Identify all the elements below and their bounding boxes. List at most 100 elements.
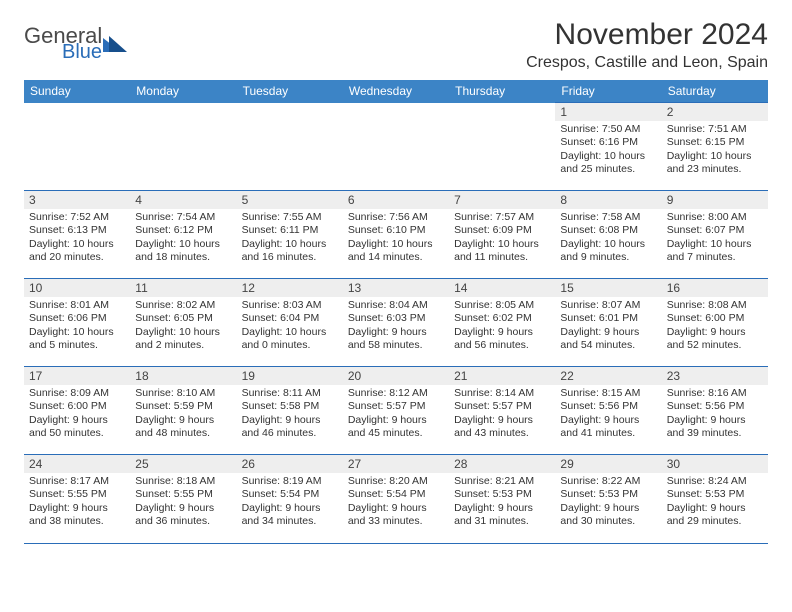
daylight-line: Daylight: 10 hours and 16 minutes. [242, 238, 338, 265]
day-number: 20 [343, 367, 449, 385]
day-info: Sunrise: 8:21 AMSunset: 5:53 PMDaylight:… [449, 473, 555, 531]
sunset-line: Sunset: 5:53 PM [667, 488, 763, 501]
weekday-header: Thursday [449, 80, 555, 103]
day-info: Sunrise: 7:57 AMSunset: 6:09 PMDaylight:… [449, 209, 555, 267]
day-info: Sunrise: 8:09 AMSunset: 6:00 PMDaylight:… [24, 385, 130, 443]
day-number: 9 [662, 191, 768, 209]
sunset-line: Sunset: 6:07 PM [667, 224, 763, 237]
day-info: Sunrise: 8:10 AMSunset: 5:59 PMDaylight:… [130, 385, 236, 443]
bottom-rule [24, 543, 768, 544]
calendar-row: 1Sunrise: 7:50 AMSunset: 6:16 PMDaylight… [24, 103, 768, 191]
sunset-line: Sunset: 6:01 PM [560, 312, 656, 325]
day-cell: 20Sunrise: 8:12 AMSunset: 5:57 PMDayligh… [343, 367, 449, 455]
day-number: 17 [24, 367, 130, 385]
daylight-line: Daylight: 9 hours and 46 minutes. [242, 414, 338, 441]
day-info: Sunrise: 7:50 AMSunset: 6:16 PMDaylight:… [555, 121, 661, 179]
day-cell [237, 103, 343, 191]
day-cell: 24Sunrise: 8:17 AMSunset: 5:55 PMDayligh… [24, 455, 130, 543]
day-number: 22 [555, 367, 661, 385]
sunrise-line: Sunrise: 8:02 AM [135, 299, 231, 312]
calendar-page: General Blue November 2024 Crespos, Cast… [0, 0, 792, 556]
day-number: 7 [449, 191, 555, 209]
day-cell: 28Sunrise: 8:21 AMSunset: 5:53 PMDayligh… [449, 455, 555, 543]
daylight-line: Daylight: 9 hours and 30 minutes. [560, 502, 656, 529]
location-label: Crespos, Castille and Leon, Spain [526, 54, 768, 72]
day-number: 5 [237, 191, 343, 209]
sunrise-line: Sunrise: 8:14 AM [454, 387, 550, 400]
sunset-line: Sunset: 5:54 PM [348, 488, 444, 501]
sunrise-line: Sunrise: 7:51 AM [667, 123, 763, 136]
day-number: 1 [555, 103, 661, 121]
daylight-line: Daylight: 9 hours and 29 minutes. [667, 502, 763, 529]
weekday-header: Wednesday [343, 80, 449, 103]
day-cell: 5Sunrise: 7:55 AMSunset: 6:11 PMDaylight… [237, 191, 343, 279]
day-number: 11 [130, 279, 236, 297]
daylight-line: Daylight: 9 hours and 54 minutes. [560, 326, 656, 353]
daylight-line: Daylight: 9 hours and 48 minutes. [135, 414, 231, 441]
logo-word-blue: Blue [62, 43, 102, 62]
day-cell: 6Sunrise: 7:56 AMSunset: 6:10 PMDaylight… [343, 191, 449, 279]
sunset-line: Sunset: 6:08 PM [560, 224, 656, 237]
day-info: Sunrise: 8:01 AMSunset: 6:06 PMDaylight:… [24, 297, 130, 355]
day-cell: 29Sunrise: 8:22 AMSunset: 5:53 PMDayligh… [555, 455, 661, 543]
day-cell: 16Sunrise: 8:08 AMSunset: 6:00 PMDayligh… [662, 279, 768, 367]
day-number: 21 [449, 367, 555, 385]
day-info: Sunrise: 8:17 AMSunset: 5:55 PMDaylight:… [24, 473, 130, 531]
day-info: Sunrise: 8:14 AMSunset: 5:57 PMDaylight:… [449, 385, 555, 443]
sunset-line: Sunset: 6:06 PM [29, 312, 125, 325]
logo: General Blue [24, 18, 129, 62]
sunrise-line: Sunrise: 8:11 AM [242, 387, 338, 400]
calendar-body: 1Sunrise: 7:50 AMSunset: 6:16 PMDaylight… [24, 103, 768, 543]
day-number: 29 [555, 455, 661, 473]
daylight-line: Daylight: 10 hours and 2 minutes. [135, 326, 231, 353]
day-info: Sunrise: 8:02 AMSunset: 6:05 PMDaylight:… [130, 297, 236, 355]
day-info: Sunrise: 8:08 AMSunset: 6:00 PMDaylight:… [662, 297, 768, 355]
day-cell: 17Sunrise: 8:09 AMSunset: 6:00 PMDayligh… [24, 367, 130, 455]
day-info: Sunrise: 8:18 AMSunset: 5:55 PMDaylight:… [130, 473, 236, 531]
sunset-line: Sunset: 6:00 PM [29, 400, 125, 413]
day-info: Sunrise: 8:00 AMSunset: 6:07 PMDaylight:… [662, 209, 768, 267]
daylight-line: Daylight: 10 hours and 0 minutes. [242, 326, 338, 353]
sunset-line: Sunset: 5:58 PM [242, 400, 338, 413]
day-cell: 11Sunrise: 8:02 AMSunset: 6:05 PMDayligh… [130, 279, 236, 367]
day-cell: 7Sunrise: 7:57 AMSunset: 6:09 PMDaylight… [449, 191, 555, 279]
day-number: 14 [449, 279, 555, 297]
day-info: Sunrise: 8:15 AMSunset: 5:56 PMDaylight:… [555, 385, 661, 443]
daylight-line: Daylight: 10 hours and 18 minutes. [135, 238, 231, 265]
sunset-line: Sunset: 6:11 PM [242, 224, 338, 237]
day-cell: 30Sunrise: 8:24 AMSunset: 5:53 PMDayligh… [662, 455, 768, 543]
sunrise-line: Sunrise: 7:52 AM [29, 211, 125, 224]
day-cell: 15Sunrise: 8:07 AMSunset: 6:01 PMDayligh… [555, 279, 661, 367]
day-cell [343, 103, 449, 191]
daylight-line: Daylight: 10 hours and 7 minutes. [667, 238, 763, 265]
day-info: Sunrise: 8:24 AMSunset: 5:53 PMDaylight:… [662, 473, 768, 531]
daylight-line: Daylight: 10 hours and 25 minutes. [560, 150, 656, 177]
sunrise-line: Sunrise: 8:03 AM [242, 299, 338, 312]
sunrise-line: Sunrise: 8:01 AM [29, 299, 125, 312]
day-cell: 23Sunrise: 8:16 AMSunset: 5:56 PMDayligh… [662, 367, 768, 455]
sunrise-line: Sunrise: 8:12 AM [348, 387, 444, 400]
header: General Blue November 2024 Crespos, Cast… [24, 18, 768, 72]
weekday-header-row: SundayMondayTuesdayWednesdayThursdayFrid… [24, 80, 768, 103]
sunrise-line: Sunrise: 8:08 AM [667, 299, 763, 312]
day-info: Sunrise: 8:04 AMSunset: 6:03 PMDaylight:… [343, 297, 449, 355]
day-info: Sunrise: 8:11 AMSunset: 5:58 PMDaylight:… [237, 385, 343, 443]
sunset-line: Sunset: 5:53 PM [560, 488, 656, 501]
sunset-line: Sunset: 6:02 PM [454, 312, 550, 325]
sunrise-line: Sunrise: 7:56 AM [348, 211, 444, 224]
day-cell: 2Sunrise: 7:51 AMSunset: 6:15 PMDaylight… [662, 103, 768, 191]
sunset-line: Sunset: 5:55 PM [135, 488, 231, 501]
day-cell [130, 103, 236, 191]
day-cell: 22Sunrise: 8:15 AMSunset: 5:56 PMDayligh… [555, 367, 661, 455]
day-cell: 10Sunrise: 8:01 AMSunset: 6:06 PMDayligh… [24, 279, 130, 367]
daylight-line: Daylight: 10 hours and 23 minutes. [667, 150, 763, 177]
daylight-line: Daylight: 10 hours and 5 minutes. [29, 326, 125, 353]
day-cell: 19Sunrise: 8:11 AMSunset: 5:58 PMDayligh… [237, 367, 343, 455]
sunrise-line: Sunrise: 7:54 AM [135, 211, 231, 224]
day-number: 28 [449, 455, 555, 473]
sunrise-line: Sunrise: 8:15 AM [560, 387, 656, 400]
day-cell [449, 103, 555, 191]
daylight-line: Daylight: 9 hours and 31 minutes. [454, 502, 550, 529]
day-cell: 4Sunrise: 7:54 AMSunset: 6:12 PMDaylight… [130, 191, 236, 279]
day-number: 6 [343, 191, 449, 209]
